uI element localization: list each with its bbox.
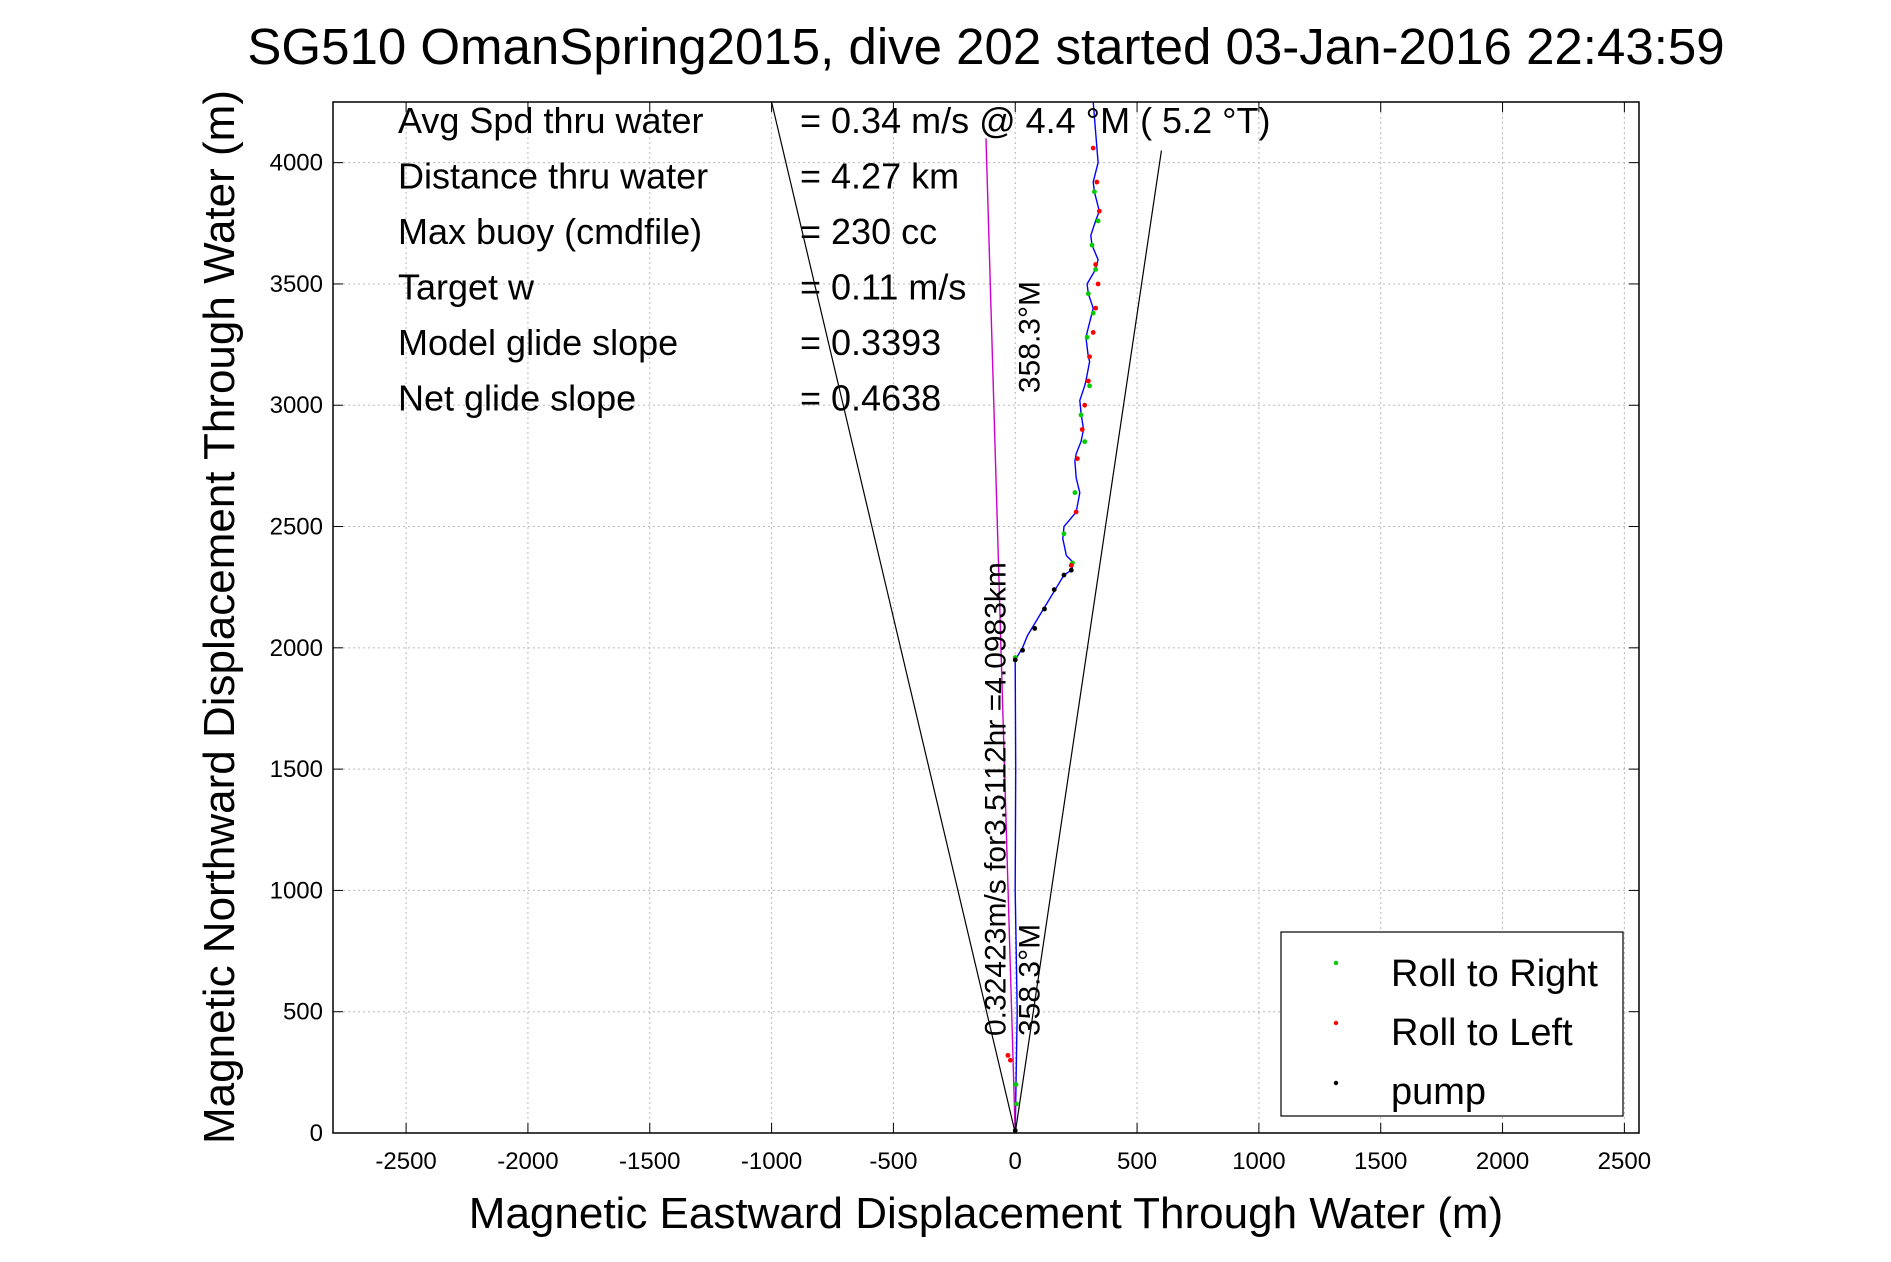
cone-line (770, 101, 1016, 1134)
legend-label-roll-right: Roll to Right (1391, 953, 1598, 995)
marker-roll-to-right (1093, 266, 1099, 272)
marker-roll-to-right (1072, 490, 1078, 495)
y-tick-label: 4000 (270, 150, 323, 177)
y-tick-label: 1500 (270, 756, 323, 783)
marker-roll-to-right (1061, 531, 1067, 537)
marker-pump (1051, 587, 1057, 593)
marker-roll-to-right (1089, 242, 1095, 248)
marker-roll-to-left (1093, 305, 1099, 311)
stat-value: = 0.34 m/s @ 4.4 °M ( 5.2 °T) (800, 100, 1270, 141)
stat-value: = 230 cc (800, 211, 937, 252)
marker-roll-to-right (1084, 334, 1090, 340)
y-tick-label: 500 (283, 999, 323, 1026)
stat-label: Avg Spd thru water (398, 100, 704, 141)
stat-value: = 4.27 km (800, 156, 959, 197)
plot-frame (332, 101, 1640, 1134)
y-axis-label: Magnetic Northward Displacement Through … (195, 90, 244, 1144)
stat-value: = 0.3393 (800, 322, 941, 363)
cone-line (1014, 150, 1163, 1134)
marker-roll-to-right (1090, 310, 1096, 316)
x-tick-label: -1500 (619, 1148, 680, 1175)
axis-ticks: -2500 -2000 -1500 -1000 -500 0 500 1000 1500 2000… (270, 102, 1651, 1175)
x-tick-label: 2500 (1598, 1148, 1651, 1175)
y-tick-label: 3000 (270, 392, 323, 419)
marker-pump (1042, 606, 1047, 612)
marker-roll-to-left (1093, 262, 1099, 267)
marker-pump (1012, 657, 1018, 663)
marker-roll-to-left (1095, 281, 1101, 287)
x-tick-label: 1000 (1232, 1148, 1285, 1175)
series-layer (985, 101, 1102, 1134)
annotation: 358.3°M (1014, 281, 1047, 393)
marker-roll-to-left (1085, 378, 1091, 384)
x-tick-label: -500 (869, 1148, 917, 1175)
stat-label: Max buoy (cmdfile) (398, 211, 702, 252)
marker-pump (1020, 647, 1025, 653)
annotation: 0.32423m/s for3.5112hr =4.0983km (980, 562, 1013, 1036)
marker-roll-to-left (1073, 509, 1079, 515)
marker-roll-to-left (1087, 354, 1092, 360)
marker-roll-to-right (1092, 189, 1097, 195)
x-tick-label: -2500 (375, 1148, 436, 1175)
x-tick-label: 1500 (1354, 1148, 1407, 1175)
marker-roll-to-right (1013, 1082, 1019, 1087)
x-tick-label: 0 (1009, 1148, 1022, 1175)
marker-roll-to-right (1078, 412, 1084, 418)
marker-roll-to-left (1090, 145, 1096, 151)
legend: Roll to Right Roll to Left pump (1280, 931, 1624, 1117)
legend-label-roll-left: Roll to Left (1391, 1012, 1573, 1054)
marker-roll-to-left (1082, 402, 1088, 408)
marker-pump (1068, 567, 1074, 573)
marker-roll-to-right (1014, 1101, 1019, 1107)
stat-label: Net glide slope (398, 378, 636, 419)
y-tick-label: 2000 (270, 635, 323, 662)
marker-roll-to-left (1007, 1057, 1013, 1063)
annotations: 0.32423m/s for3.5112hr =4.0983km 358.3°M3… (980, 281, 1047, 1036)
cone-lines (770, 101, 1163, 1134)
marker-pump (1032, 626, 1038, 631)
x-tick-label: -1000 (741, 1148, 802, 1175)
legend-marker-roll-left (1333, 1020, 1339, 1026)
y-tick-label: 1000 (270, 877, 323, 904)
series-line (985, 138, 1016, 1134)
marker-roll-to-left (1074, 456, 1080, 462)
marker-roll-to-right (1085, 291, 1091, 297)
legend-marker-pump (1333, 1080, 1339, 1086)
y-tick-label: 2500 (270, 514, 323, 541)
x-tick-label: 2000 (1476, 1148, 1529, 1175)
marker-roll-to-left (1096, 208, 1102, 214)
marker-roll-to-left (1090, 330, 1096, 335)
marker-roll-to-left (1005, 1052, 1011, 1058)
chart-title: SG510 OmanSpring2015, dive 202 started 0… (247, 18, 1724, 75)
stat-value: = 0.4638 (800, 378, 941, 419)
stat-label: Distance thru water (398, 156, 708, 197)
marker-roll-to-left (1094, 179, 1100, 185)
legend-label-pump: pump (1391, 1071, 1486, 1113)
stats-panel: Avg Spd thru water = 0.34 m/s @ 4.4 °M ( … (398, 100, 1270, 419)
annotation: 358.3°M (1014, 924, 1047, 1036)
series-line (1014, 101, 1101, 1134)
marker-roll-to-right (1087, 383, 1092, 389)
marker-roll-to-right (1095, 218, 1101, 224)
marker-roll-to-right (1082, 439, 1088, 445)
x-tick-label: 500 (1117, 1148, 1157, 1175)
marker-roll-to-left (1068, 562, 1074, 568)
stat-value: = 0.11 m/s (800, 267, 966, 308)
y-tick-label: 0 (310, 1120, 323, 1147)
marker-roll-to-left (1079, 427, 1085, 432)
x-axis-label: Magnetic Eastward Displacement Through W… (469, 1189, 1503, 1238)
x-tick-label: -2000 (497, 1148, 558, 1175)
stat-label: Model glide slope (398, 322, 678, 363)
legend-marker-roll-right (1333, 960, 1339, 966)
stat-label: Target w (398, 267, 535, 308)
marker-pump (1061, 572, 1067, 578)
y-tick-label: 3500 (270, 271, 323, 298)
